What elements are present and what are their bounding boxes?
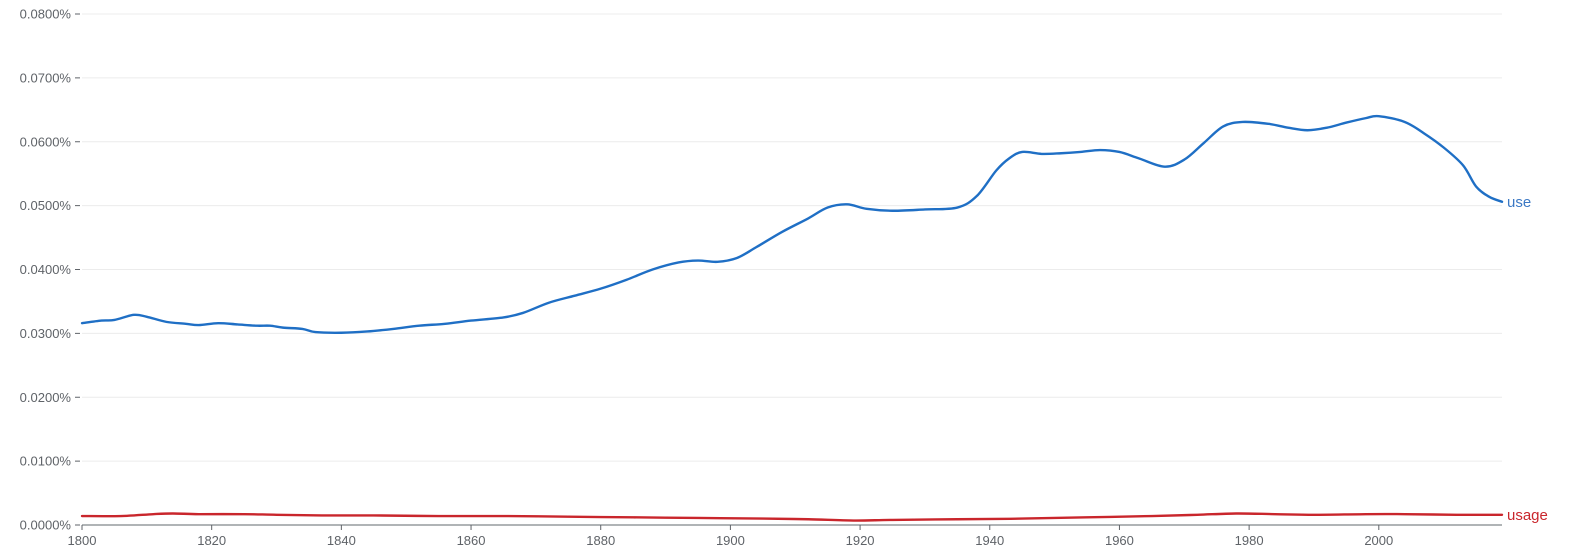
y-tick-label: 0.0400% — [20, 262, 72, 277]
x-tick-label: 1940 — [975, 533, 1004, 548]
grid-layer — [82, 13, 1502, 462]
x-tick-label: 1900 — [716, 533, 745, 548]
x-tick-label: 1960 — [1105, 533, 1134, 548]
series-line-use[interactable] — [80, 114, 1504, 334]
x-tick-label: 1840 — [327, 533, 356, 548]
x-tick-label: 1800 — [68, 533, 97, 548]
y-tick-label: 0.0700% — [20, 70, 72, 85]
y-axis: 0.0000% 0.0100% 0.0200% 0.0300% 0.0400% 0.050… — [20, 7, 80, 533]
y-tick-label: 0.0300% — [20, 326, 72, 341]
x-tick-label: 1880 — [586, 533, 615, 548]
x-tick-label: 2000 — [1364, 533, 1393, 548]
y-tick-label: 0.0500% — [20, 198, 72, 213]
series-layer — [80, 114, 1504, 522]
x-tick-label: 1980 — [1235, 533, 1264, 548]
y-tick-label: 0.0600% — [20, 134, 72, 149]
y-tick-label: 0.0100% — [20, 454, 72, 469]
x-tick-label: 1860 — [457, 533, 486, 548]
y-tick-label: 0.0000% — [20, 518, 72, 533]
x-axis: 1800 1820 1840 1860 1880 1900 1920 1940 1960 1980… — [68, 524, 1502, 548]
y-tick-label: 0.0800% — [20, 7, 72, 22]
x-tick-label: 1820 — [197, 533, 226, 548]
series-label-usage: usage — [1507, 507, 1548, 524]
series-label-use: use — [1507, 194, 1531, 211]
series-line-usage[interactable] — [80, 512, 1504, 522]
series-labels: use usage — [1507, 194, 1548, 524]
x-tick-label: 1920 — [846, 533, 875, 548]
y-tick-label: 0.0200% — [20, 390, 72, 405]
